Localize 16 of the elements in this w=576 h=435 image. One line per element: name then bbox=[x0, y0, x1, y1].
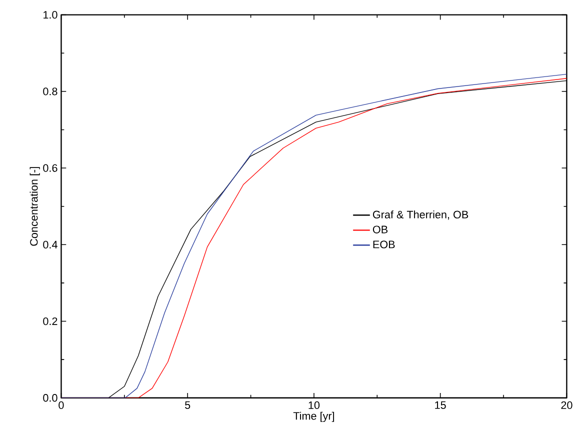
legend-label: Graf & Therrien, OB bbox=[372, 210, 468, 220]
legend-label: EOB bbox=[373, 240, 395, 248]
y-tick-label: 0.4 bbox=[43, 240, 58, 248]
y-tick-label: 0.2 bbox=[43, 317, 58, 325]
legend-label: OB bbox=[372, 226, 388, 234]
x-tick-label: 15 bbox=[435, 401, 446, 409]
x-tick-label: 0 bbox=[58, 401, 64, 409]
y-axis-title: Concentration [-] bbox=[30, 166, 40, 246]
y-tick-label: 0.6 bbox=[43, 164, 58, 172]
y-tick-label: 1.0 bbox=[44, 10, 58, 18]
y-tick-label: 0.0 bbox=[43, 394, 58, 402]
x-tick-label: 10 bbox=[308, 401, 320, 409]
x-tick-label: 5 bbox=[185, 401, 190, 409]
y-tick-label: 0.8 bbox=[43, 87, 58, 96]
x-axis-title: Time [yr] bbox=[293, 412, 334, 422]
x-tick-label: 20 bbox=[561, 401, 572, 409]
